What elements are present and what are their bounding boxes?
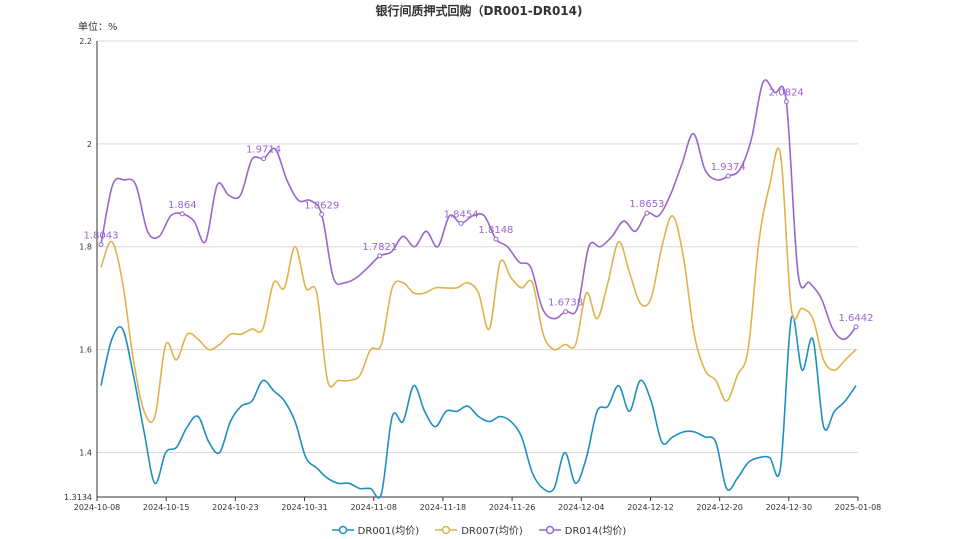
legend-item-2[interactable]: DR007(均价) bbox=[435, 522, 523, 537]
legend: DR001(均价) DR007(均价) DR014(均价) bbox=[0, 522, 958, 538]
data-point bbox=[853, 324, 859, 330]
series-layer bbox=[100, 79, 857, 499]
data-label: 1.8454 bbox=[444, 209, 479, 220]
data-label: 1.7821 bbox=[362, 242, 397, 253]
legend-line-icon bbox=[331, 525, 354, 534]
data-point bbox=[493, 236, 499, 242]
y-tick-label: 2 bbox=[87, 140, 92, 149]
x-tick-label: 2024-10-31 bbox=[281, 503, 328, 512]
series-line-3 bbox=[100, 79, 857, 341]
data-point bbox=[725, 173, 731, 179]
x-tick-label: 2025-01-08 bbox=[835, 503, 882, 512]
data-point bbox=[261, 156, 267, 162]
x-tick-label: 2024-11-08 bbox=[350, 503, 397, 512]
line-chart: 1.3134 1.4 1.6 1.8 2 2.2 2024-10-08 2024-10-15 2… bbox=[64, 37, 881, 512]
x-tick-label: 2024-10-08 bbox=[74, 503, 121, 512]
data-label: 1.6442 bbox=[839, 313, 874, 324]
data-label: 1.864 bbox=[168, 200, 197, 211]
legend-item-1[interactable]: DR001(均价) bbox=[331, 522, 420, 537]
data-label: 2.0824 bbox=[769, 87, 804, 98]
chart-title: 银行间质押式回购（DR001-DR014) bbox=[375, 4, 583, 18]
series-line-1 bbox=[100, 315, 857, 499]
data-labels: 1.8043 1.864 1.9714 1.8629 1.7821 1.8454 1.814… bbox=[84, 87, 874, 330]
y-tick-label: 1.3134 bbox=[64, 493, 92, 502]
series-line-2 bbox=[100, 147, 857, 424]
y-tick-label: 1.4 bbox=[79, 448, 92, 457]
x-tick-label: 2024-11-18 bbox=[420, 503, 467, 512]
y-tick-label: 2.2 bbox=[79, 37, 92, 46]
legend-line-icon bbox=[538, 525, 561, 534]
data-point bbox=[644, 210, 650, 216]
data-point bbox=[783, 98, 789, 104]
data-label: 1.9714 bbox=[246, 145, 281, 156]
x-tick-label: 2024-12-04 bbox=[558, 503, 605, 512]
data-label: 1.8148 bbox=[478, 225, 513, 236]
data-point bbox=[458, 220, 464, 226]
legend-label: DR001(均价) bbox=[357, 526, 420, 537]
data-point bbox=[319, 211, 325, 217]
x-tick-label: 2024-12-20 bbox=[696, 503, 743, 512]
y-tick-label: 1.6 bbox=[79, 346, 92, 355]
grid-lines bbox=[97, 40, 858, 498]
x-tick-label: 2024-10-15 bbox=[143, 503, 190, 512]
legend-label: DR007(均价) bbox=[461, 526, 523, 537]
y-tick-label: 1.8 bbox=[79, 243, 92, 252]
data-label: 1.8629 bbox=[304, 200, 339, 211]
x-tick-label: 2024-12-30 bbox=[766, 503, 813, 512]
x-tick-label: 2024-10-23 bbox=[212, 503, 259, 512]
x-tick-label: 2024-12-12 bbox=[627, 503, 674, 512]
data-label: 1.8653 bbox=[629, 199, 664, 210]
data-label: 1.9374 bbox=[711, 162, 746, 173]
legend-label: DR014(均价) bbox=[564, 526, 627, 537]
unit-label: 单位：% bbox=[78, 22, 118, 33]
data-point bbox=[377, 253, 383, 259]
data-point bbox=[98, 242, 104, 248]
legend-line-icon bbox=[435, 525, 458, 534]
x-tick-label: 2024-11-26 bbox=[489, 503, 536, 512]
legend-item-3[interactable]: DR014(均价) bbox=[538, 522, 627, 537]
data-label: 1.8043 bbox=[84, 231, 119, 242]
data-point bbox=[563, 309, 569, 315]
data-point bbox=[179, 211, 185, 217]
data-label: 1.6738 bbox=[548, 298, 583, 309]
axes: 1.3134 1.4 1.6 1.8 2 2.2 2024-10-08 2024-10-15 2… bbox=[64, 37, 881, 512]
